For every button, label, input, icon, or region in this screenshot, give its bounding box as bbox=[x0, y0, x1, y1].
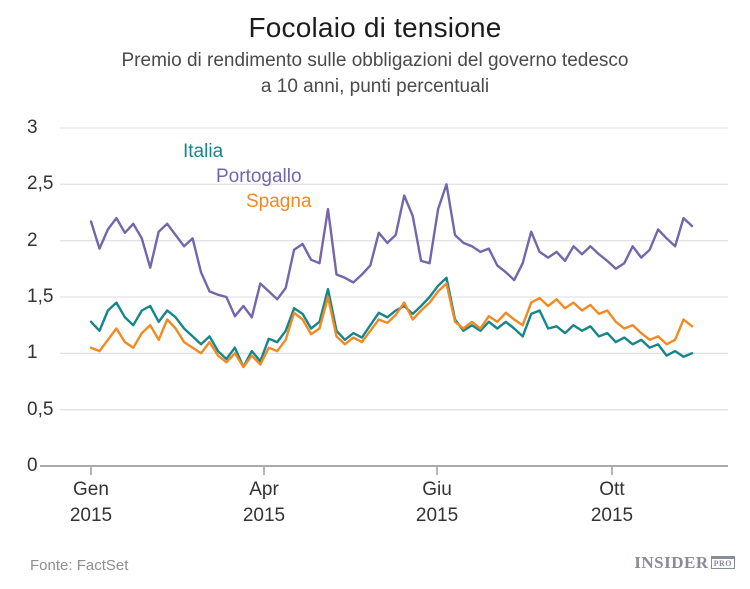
y-axis-tick-label: 3 bbox=[27, 117, 38, 138]
source-credit: Fonte: FactSet bbox=[30, 557, 129, 574]
legend-label-italia: Italia bbox=[183, 141, 224, 162]
insider-logo-pro-badge: PRO bbox=[710, 556, 735, 569]
chart-subtitle-line1: Premio di rendimento sulle obbligazioni … bbox=[121, 50, 629, 71]
insider-logo-text: INSIDER bbox=[634, 553, 709, 572]
series-line-spagna bbox=[89, 282, 694, 369]
series-line-portogallo bbox=[89, 183, 694, 319]
y-axis-tick-label: 1,5 bbox=[27, 286, 54, 307]
series-line-italia bbox=[89, 276, 694, 369]
chart-subtitle-line2: a 10 anni, punti percentuali bbox=[260, 76, 490, 97]
x-axis-tick-label: Giu 2015 bbox=[415, 479, 459, 526]
x-axis-tick-label: Apr 2015 bbox=[242, 479, 286, 526]
x-axis-tick-label: Gen 2015 bbox=[69, 479, 113, 526]
y-axis-tick-label: 0,5 bbox=[27, 398, 54, 420]
legend-label-portogallo: Portogallo bbox=[216, 166, 302, 187]
insider-pro-logo: INSIDER PRO bbox=[634, 554, 735, 571]
y-axis-tick-label: 0 bbox=[27, 455, 38, 476]
legend-label-spagna: Spagna bbox=[246, 191, 312, 212]
y-axis-tick-label: 2,5 bbox=[27, 173, 54, 195]
y-axis-tick-label: 1 bbox=[27, 342, 38, 364]
y-axis-tick-label: 2 bbox=[27, 229, 38, 251]
chart-title: Focolaio di tensione bbox=[248, 12, 502, 43]
x-axis-tick-label: Ott 2015 bbox=[590, 479, 634, 526]
